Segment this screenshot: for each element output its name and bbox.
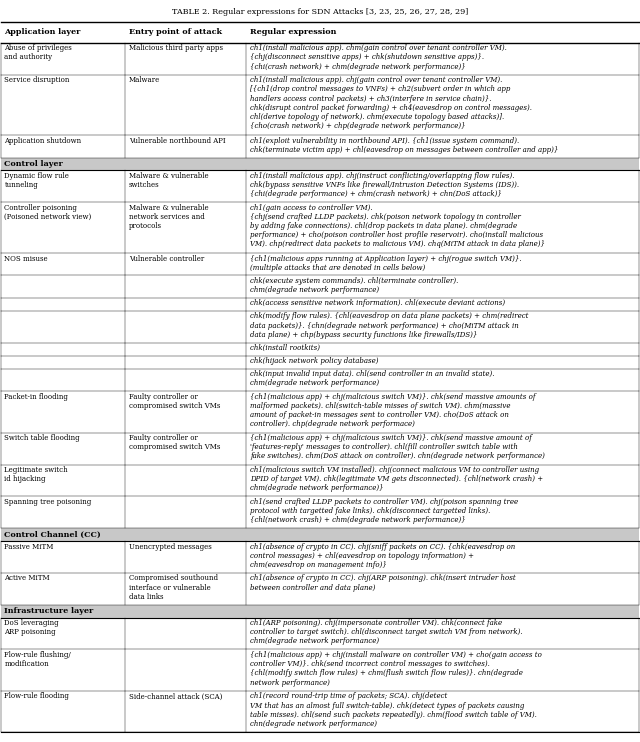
Text: Application shutdown: Application shutdown — [4, 137, 82, 145]
Text: Malware & vulnerable
network services and
protocols: Malware & vulnerable network services an… — [129, 203, 208, 230]
Text: Faulty controller or
compromised switch VMs: Faulty controller or compromised switch … — [129, 434, 220, 451]
Text: Legitimate switch
id hijacking: Legitimate switch id hijacking — [4, 466, 68, 483]
Text: {ch1(malicious app) + chj(install malware on controller VM) + cho(gain access to: {ch1(malicious app) + chj(install malwar… — [250, 651, 542, 686]
Text: Entry point of attack: Entry point of attack — [129, 28, 221, 36]
Text: ch1(install malicious app). chj(instruct conflicting/overlapping flow rules).
ch: ch1(install malicious app). chj(instruct… — [250, 171, 520, 198]
Text: ch1(install malicious app). chm(gain control over tenant controller VM).
{chj(di: ch1(install malicious app). chm(gain con… — [250, 45, 507, 70]
Text: ch1(ARP poisoning). chj(impersonate controller VM). chk(connect fake
controller : ch1(ARP poisoning). chj(impersonate cont… — [250, 619, 523, 646]
Text: Active MiTM: Active MiTM — [4, 574, 50, 582]
Text: Controller poisoning
(Poisoned network view): Controller poisoning (Poisoned network v… — [4, 203, 92, 221]
Text: chk(execute system commands). chl(terminate controller).
chm(degrade network per: chk(execute system commands). chl(termin… — [250, 277, 459, 294]
Text: Abuse of privileges
and authority: Abuse of privileges and authority — [4, 45, 72, 62]
Text: ch1(record round-trip time of packets; SCA). chj(detect
VM that has an almost fu: ch1(record round-trip time of packets; S… — [250, 692, 537, 728]
Text: ch1(absence of crypto in CC). chj(ARP poisoning). chk(insert intruder host
betwe: ch1(absence of crypto in CC). chj(ARP po… — [250, 574, 516, 591]
Text: Flow-rule flooding: Flow-rule flooding — [4, 692, 69, 700]
Text: ch1(absence of crypto in CC). chj(sniff packets on CC). {chk(eavesdrop on
contro: ch1(absence of crypto in CC). chj(sniff … — [250, 542, 515, 569]
Text: TABLE 2. Regular expressions for SDN Attacks [3, 23, 25, 26, 27, 28, 29]: TABLE 2. Regular expressions for SDN Att… — [172, 7, 468, 16]
Text: NOS misuse: NOS misuse — [4, 255, 48, 263]
Text: ch1(malicious switch VM installed). chj(connect malicious VM to controller using: ch1(malicious switch VM installed). chj(… — [250, 466, 543, 493]
Text: chk(access sensitive network information). chl(execute deviant actions): chk(access sensitive network information… — [250, 300, 506, 307]
Text: Malware: Malware — [129, 76, 160, 84]
Text: Packet-in flooding: Packet-in flooding — [4, 393, 68, 401]
Text: Application layer: Application layer — [4, 28, 81, 36]
Text: Service disruption: Service disruption — [4, 76, 70, 84]
Text: Control Channel (CC): Control Channel (CC) — [4, 531, 101, 539]
Text: Malware & vulnerable
switches: Malware & vulnerable switches — [129, 171, 208, 188]
Bar — [1, 605, 639, 617]
Text: chk(install rootkits): chk(install rootkits) — [250, 344, 320, 352]
Bar — [1, 528, 639, 541]
Text: ch1(install malicious app). chj(gain control over tenant controller VM).
[{ch1(d: ch1(install malicious app). chj(gain con… — [250, 76, 532, 130]
Text: Vulnerable controller: Vulnerable controller — [129, 255, 204, 263]
Text: Vulnerable northbound API: Vulnerable northbound API — [129, 137, 225, 145]
Text: {ch1(malicious apps running at Application layer) + chj(rogue switch VM)}.
(mult: {ch1(malicious apps running at Applicati… — [250, 255, 522, 272]
Text: chk(input invalid input data). chl(send controller in an invalid state).
chm(deg: chk(input invalid input data). chl(send … — [250, 370, 495, 387]
Text: DoS leveraging
ARP poisoning: DoS leveraging ARP poisoning — [4, 619, 59, 636]
Text: Infrastructure layer: Infrastructure layer — [4, 607, 93, 615]
Text: ch1(gain access to controller VM).
{chj(send crafted LLDP packets). chk(poison n: ch1(gain access to controller VM). {chj(… — [250, 203, 545, 249]
Text: ch1(exploit vulnerability in northbound API). {ch1(issue system command).
chk(te: ch1(exploit vulnerability in northbound … — [250, 137, 559, 154]
Text: Malicious third party apps: Malicious third party apps — [129, 45, 223, 52]
Text: Side-channel attack (SCA): Side-channel attack (SCA) — [129, 692, 222, 700]
Text: Spanning tree poisoning: Spanning tree poisoning — [4, 498, 92, 506]
Text: Compromised southound
interface or vulnerable
data links: Compromised southound interface or vulne… — [129, 574, 218, 601]
Text: {ch1(malicious app) + chj(malicious switch VM)}. chk(send massive amount of
'fea: {ch1(malicious app) + chj(malicious swit… — [250, 434, 545, 461]
Text: Control layer: Control layer — [4, 160, 63, 168]
Text: Faulty controller or
compromised switch VMs: Faulty controller or compromised switch … — [129, 393, 220, 410]
Text: Passive MiTM: Passive MiTM — [4, 542, 54, 551]
Text: ch1(send crafted LLDP packets to controller VM). chj(poison spanning tree
protoc: ch1(send crafted LLDP packets to control… — [250, 498, 518, 525]
Text: chk(hijack network policy database): chk(hijack network policy database) — [250, 357, 379, 365]
Text: Regular expression: Regular expression — [250, 28, 337, 36]
Text: {ch1(malicious app) + chj(malicious switch VM)}. chk(send massive amounts of
mal: {ch1(malicious app) + chj(malicious swit… — [250, 393, 536, 428]
Bar — [1, 157, 639, 170]
Text: Switch table flooding: Switch table flooding — [4, 434, 80, 442]
Text: Unencrypted messages: Unencrypted messages — [129, 542, 211, 551]
Text: Flow-rule flushing/
modification: Flow-rule flushing/ modification — [4, 651, 71, 668]
Text: chk(modify flow rules). {chl(eavesdrop on data plane packets) + chm(redirect
dat: chk(modify flow rules). {chl(eavesdrop o… — [250, 312, 529, 339]
Text: Dynamic flow rule
tunneling: Dynamic flow rule tunneling — [4, 171, 69, 188]
